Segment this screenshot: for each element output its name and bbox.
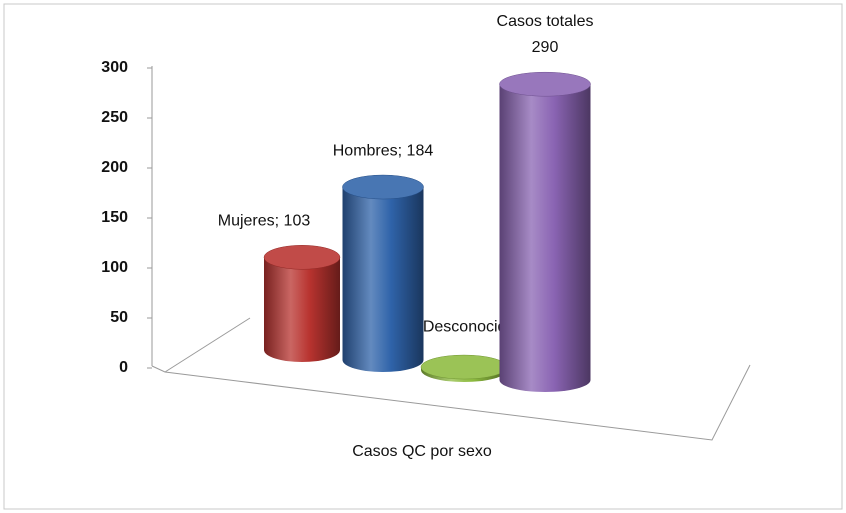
cylinder [342, 174, 424, 372]
floor-left-edge [164, 317, 251, 373]
floor-front-edge [151, 364, 751, 441]
cylinder-body [499, 84, 591, 392]
data-label: Hombres; 184 [333, 142, 434, 159]
cylinder-top [420, 354, 508, 380]
y-tick-label: 150 [101, 209, 128, 226]
y-tick-label: 50 [110, 309, 128, 326]
cylinder-body [264, 257, 340, 362]
data-label: Casos totales 290 [497, 13, 594, 56]
cylinder-top [499, 71, 591, 97]
cylinder [263, 245, 341, 362]
cylinder [420, 354, 508, 382]
y-tick-label: 200 [101, 159, 128, 176]
y-tick-label: 100 [101, 259, 128, 276]
data-label: Mujeres; 103 [218, 213, 311, 230]
cylinder-body [342, 187, 424, 372]
x-axis-label: Casos QC por sexo [352, 443, 492, 460]
y-tick-label: 300 [101, 59, 128, 76]
y-tick-label: 250 [101, 109, 128, 126]
cylinder [499, 71, 591, 392]
cylinder-top [342, 174, 424, 200]
cylinder-top [263, 245, 341, 270]
axes-frame [151, 66, 751, 441]
y-tick-label: 0 [119, 359, 128, 376]
